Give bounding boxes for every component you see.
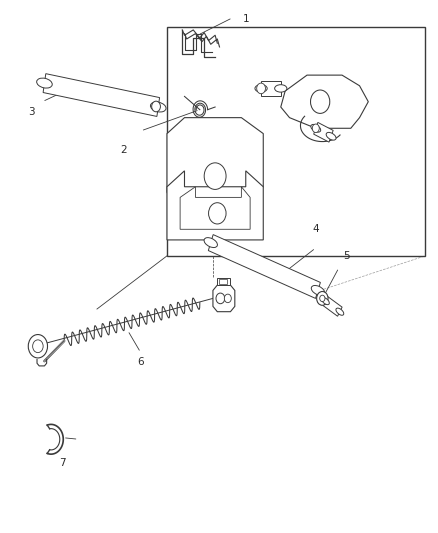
Ellipse shape: [274, 85, 286, 92]
Polygon shape: [217, 278, 230, 285]
Text: 3: 3: [28, 107, 35, 117]
Bar: [219, 279, 227, 284]
Circle shape: [151, 101, 160, 112]
Ellipse shape: [321, 297, 328, 305]
Text: 6: 6: [137, 357, 144, 367]
Text: 4: 4: [312, 224, 318, 235]
Polygon shape: [261, 81, 280, 96]
Ellipse shape: [254, 85, 267, 92]
Circle shape: [319, 295, 324, 302]
Circle shape: [208, 203, 226, 224]
Circle shape: [28, 335, 47, 358]
Circle shape: [310, 90, 329, 114]
Ellipse shape: [311, 286, 324, 295]
Text: 2: 2: [120, 144, 126, 155]
Polygon shape: [166, 118, 263, 213]
Ellipse shape: [310, 124, 320, 132]
Polygon shape: [212, 285, 234, 312]
Circle shape: [311, 124, 318, 133]
Polygon shape: [180, 187, 250, 229]
Circle shape: [215, 293, 224, 304]
Text: 7: 7: [59, 458, 65, 468]
Polygon shape: [208, 235, 320, 298]
Polygon shape: [313, 123, 332, 142]
Circle shape: [224, 294, 231, 303]
Ellipse shape: [335, 308, 343, 315]
Polygon shape: [43, 74, 159, 116]
FancyBboxPatch shape: [166, 27, 424, 256]
Ellipse shape: [204, 238, 217, 247]
Polygon shape: [322, 296, 341, 316]
Polygon shape: [166, 171, 263, 240]
Ellipse shape: [37, 78, 52, 88]
Ellipse shape: [325, 132, 335, 140]
Circle shape: [316, 292, 327, 305]
Circle shape: [256, 83, 265, 94]
Circle shape: [204, 163, 226, 189]
Text: 5: 5: [343, 251, 349, 261]
Text: 1: 1: [242, 14, 248, 25]
Ellipse shape: [150, 102, 166, 112]
Polygon shape: [280, 75, 367, 128]
Circle shape: [32, 340, 43, 353]
